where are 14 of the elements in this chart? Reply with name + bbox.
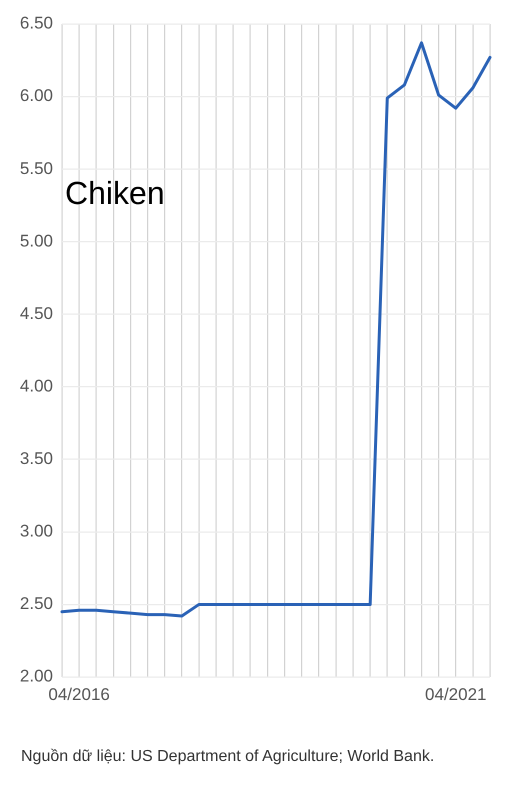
y-tick-label: 5.50 <box>20 158 53 178</box>
y-tick-label: 2.50 <box>20 594 53 614</box>
y-tick-label: 3.00 <box>20 522 53 541</box>
y-tick-label: 6.00 <box>20 86 53 106</box>
y-tick-label: 4.50 <box>20 304 53 323</box>
y-tick-label: 2.00 <box>20 666 53 686</box>
y-tick-label: 6.50 <box>20 14 53 33</box>
x-tick-label: 04/2016 <box>48 684 110 704</box>
text: Chiken <box>65 174 165 211</box>
y-tick-label: 5.00 <box>20 231 53 250</box>
x-tick-label: 04/2021 <box>425 684 486 704</box>
y-tick-label: 3.50 <box>20 449 53 468</box>
text: Nguồn dữ liệu: US Department of Agriculture; World Bank. <box>21 747 436 767</box>
y-tick-label: 4.00 <box>20 376 53 396</box>
